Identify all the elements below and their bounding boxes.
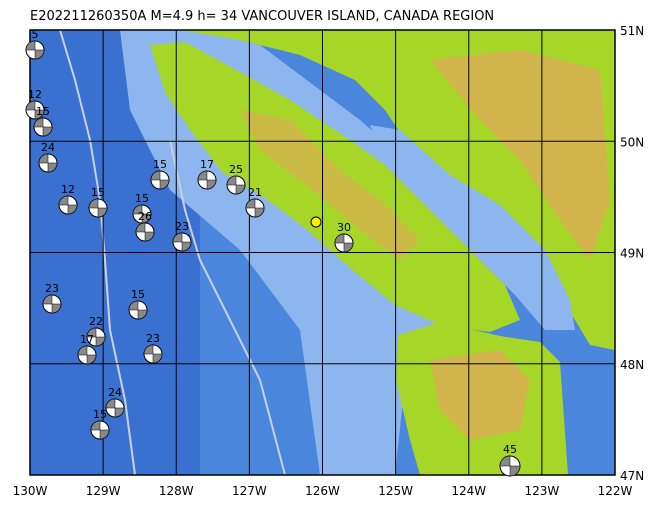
beachball-quadrant xyxy=(197,170,217,190)
beachball-quadrant xyxy=(88,198,108,218)
mountains xyxy=(430,50,610,260)
beachball: 15 xyxy=(90,408,110,440)
beachball-quadrant xyxy=(135,222,155,242)
lat-label: 49N xyxy=(620,247,644,261)
lon-label: 129W xyxy=(86,484,121,498)
beachball: 45 xyxy=(499,443,521,477)
island-mountains xyxy=(240,110,420,260)
beachball: 23 xyxy=(42,282,62,314)
depth-label: 15 xyxy=(153,158,167,171)
beachball-quadrant xyxy=(172,232,192,252)
grid xyxy=(30,30,615,475)
frame xyxy=(29,29,616,476)
lon-label: 126W xyxy=(305,484,340,498)
beachball: 22 xyxy=(86,315,106,347)
beachball: 5 xyxy=(25,28,45,60)
depth-label: 12 xyxy=(28,88,42,101)
beachball-quadrant xyxy=(150,170,170,190)
beachball: 12 xyxy=(58,183,78,215)
beachball: 30 xyxy=(334,221,354,253)
depth-label: 45 xyxy=(503,443,517,456)
depth-label: 24 xyxy=(108,386,122,399)
depth-label: 15 xyxy=(93,408,107,421)
beachball-quadrant xyxy=(38,153,58,173)
beachball-quadrant xyxy=(226,175,246,195)
depth-label: 15 xyxy=(91,186,105,199)
beachball: 17 xyxy=(197,158,217,190)
depth-label: 5 xyxy=(32,28,39,41)
beachball-quadrant xyxy=(58,195,78,215)
depth-label: 25 xyxy=(229,163,243,176)
depth-label: 30 xyxy=(337,221,351,234)
beachball-quadrant xyxy=(90,420,110,440)
beachball: 15 xyxy=(128,288,148,320)
beachball: 15 xyxy=(132,192,152,224)
plate-boundary xyxy=(59,30,136,475)
beachball-quadrant xyxy=(334,233,354,253)
depth-label: 17 xyxy=(200,158,214,171)
beachball: 24 xyxy=(38,141,58,173)
depth-label: 23 xyxy=(146,332,160,345)
beachball: 23 xyxy=(143,332,163,364)
depth-label: 12 xyxy=(61,183,75,196)
title: E202211260350A M=4.9 h= 34 VANCOUVER ISL… xyxy=(30,9,494,24)
beachball-quadrant xyxy=(42,294,62,314)
depth-label: 17 xyxy=(80,333,94,346)
depth-label: 23 xyxy=(45,282,59,295)
beachball: 25 xyxy=(226,163,246,195)
depth-label: 15 xyxy=(135,192,149,205)
beachball-quadrant xyxy=(33,117,53,137)
beachball: 15 xyxy=(33,105,53,137)
beachball-quadrant xyxy=(105,398,125,418)
depth-label: 21 xyxy=(248,186,262,199)
beachball: 17 xyxy=(77,333,97,365)
beachball-quadrant xyxy=(77,345,97,365)
depth-label: 15 xyxy=(36,105,50,118)
beachball-quadrant xyxy=(86,327,106,347)
beachball: 15 xyxy=(88,186,108,218)
epicenter xyxy=(310,216,322,228)
lon-label: 128W xyxy=(159,484,194,498)
lat-label: 50N xyxy=(620,135,644,149)
beachball: 24 xyxy=(105,386,125,418)
lon-label: 123W xyxy=(524,484,559,498)
beachball-quadrant xyxy=(499,455,521,477)
beachball-quadrant xyxy=(245,198,265,218)
beachball-quadrant xyxy=(25,40,45,60)
beachball: 26 xyxy=(135,210,155,242)
strait xyxy=(370,125,575,330)
depth-label: 15 xyxy=(131,288,145,301)
depth-label: 26 xyxy=(138,210,152,223)
lat-label: 48N xyxy=(620,358,644,372)
beachball: 23 xyxy=(172,220,192,252)
beachball: 21 xyxy=(245,186,265,218)
olympic-mountains xyxy=(430,350,530,440)
depth-label: 22 xyxy=(89,315,103,328)
lon-label: 124W xyxy=(451,484,486,498)
depth-label: 23 xyxy=(175,220,189,233)
beachball: 12 xyxy=(25,88,45,120)
beachball-quadrant xyxy=(143,344,163,364)
beachball-quadrant xyxy=(128,300,148,320)
lat-label: 47N xyxy=(620,469,644,483)
beachball-quadrant xyxy=(25,100,45,120)
lon-label: 122W xyxy=(598,484,633,498)
lon-label: 125W xyxy=(378,484,413,498)
lon-label: 127W xyxy=(232,484,267,498)
beachball: 15 xyxy=(150,158,170,190)
plate-boundary xyxy=(169,139,286,475)
lon-label: 130W xyxy=(13,484,48,498)
depth-label: 24 xyxy=(41,141,55,154)
lat-label: 51N xyxy=(620,24,644,38)
